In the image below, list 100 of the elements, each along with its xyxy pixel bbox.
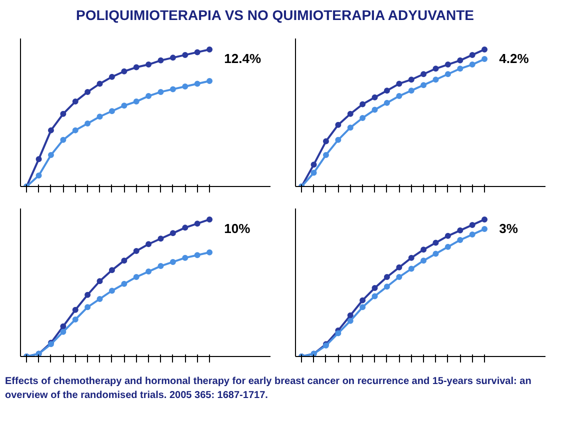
point bbox=[420, 258, 427, 264]
point bbox=[108, 288, 115, 294]
point bbox=[444, 244, 451, 250]
point bbox=[432, 76, 439, 83]
point bbox=[469, 52, 476, 58]
point bbox=[408, 254, 414, 261]
point bbox=[457, 66, 464, 72]
point bbox=[133, 274, 140, 280]
point bbox=[60, 136, 66, 143]
point bbox=[384, 88, 390, 94]
point bbox=[482, 56, 488, 62]
point bbox=[347, 312, 354, 318]
point bbox=[48, 127, 54, 134]
point bbox=[121, 258, 128, 264]
point bbox=[372, 284, 378, 291]
point bbox=[170, 258, 176, 265]
point bbox=[84, 292, 91, 298]
point bbox=[146, 62, 152, 68]
point bbox=[310, 162, 317, 168]
point bbox=[408, 76, 414, 83]
point bbox=[182, 224, 188, 231]
point bbox=[72, 98, 78, 105]
point bbox=[48, 152, 54, 158]
point bbox=[482, 226, 488, 232]
point bbox=[170, 86, 176, 92]
point bbox=[60, 323, 66, 330]
point bbox=[60, 110, 66, 117]
point bbox=[469, 222, 476, 228]
point bbox=[347, 318, 354, 324]
point bbox=[84, 304, 91, 310]
point bbox=[384, 284, 390, 290]
point bbox=[360, 304, 366, 310]
point bbox=[322, 152, 329, 158]
point bbox=[432, 66, 439, 72]
point bbox=[36, 172, 42, 179]
point bbox=[194, 252, 200, 258]
point bbox=[182, 83, 188, 90]
point bbox=[347, 110, 354, 117]
point bbox=[108, 74, 115, 80]
point bbox=[146, 93, 152, 100]
text: 4.2% bbox=[499, 50, 530, 66]
point bbox=[420, 71, 427, 78]
point bbox=[420, 82, 427, 88]
point bbox=[158, 236, 164, 242]
point bbox=[396, 274, 402, 280]
point bbox=[182, 52, 188, 58]
point bbox=[158, 263, 164, 270]
point bbox=[469, 232, 476, 238]
point bbox=[133, 64, 140, 70]
point bbox=[170, 54, 176, 61]
point bbox=[408, 266, 414, 272]
text: POLIQUIMIOTERAPIA VS NO QUIMIOTERAPIA ADYUVANTE bbox=[76, 6, 474, 25]
point bbox=[84, 88, 91, 95]
point bbox=[372, 106, 378, 113]
point bbox=[384, 100, 390, 106]
point bbox=[194, 80, 200, 87]
point bbox=[206, 249, 213, 256]
point bbox=[194, 49, 200, 56]
text: Effects of chemotherapy and hormonal therapy for early breast cancer on recurrence and 15-years survival: an overview of the randomised trials. 2005 365: 1687-1717. bbox=[5, 375, 532, 404]
point bbox=[72, 127, 78, 134]
point bbox=[372, 293, 378, 300]
point bbox=[457, 237, 464, 244]
point bbox=[121, 102, 128, 109]
point bbox=[360, 101, 366, 108]
point bbox=[133, 248, 140, 254]
point bbox=[194, 220, 200, 227]
point bbox=[84, 120, 91, 126]
point bbox=[182, 254, 188, 261]
point bbox=[482, 216, 488, 222]
point bbox=[482, 46, 488, 52]
point bbox=[72, 316, 78, 322]
text: 3% bbox=[499, 220, 518, 236]
point bbox=[335, 136, 342, 143]
point bbox=[432, 250, 439, 257]
point bbox=[396, 80, 402, 87]
point bbox=[60, 328, 66, 335]
point bbox=[121, 280, 128, 287]
point bbox=[420, 246, 427, 253]
point bbox=[146, 241, 152, 248]
point bbox=[206, 216, 213, 222]
text: 10% bbox=[224, 220, 251, 236]
point bbox=[457, 57, 464, 64]
point bbox=[206, 78, 213, 84]
point bbox=[347, 124, 354, 131]
point bbox=[96, 296, 103, 302]
point bbox=[170, 230, 176, 236]
point bbox=[158, 88, 164, 95]
point bbox=[206, 46, 213, 52]
point bbox=[444, 71, 451, 78]
point bbox=[36, 156, 42, 162]
point bbox=[396, 264, 402, 270]
point bbox=[360, 114, 366, 121]
point bbox=[396, 93, 402, 100]
point bbox=[372, 94, 378, 100]
point bbox=[72, 306, 78, 313]
point bbox=[335, 122, 342, 128]
point bbox=[146, 268, 152, 275]
text: 12.4% bbox=[224, 50, 262, 66]
point bbox=[108, 108, 115, 114]
point bbox=[469, 62, 476, 68]
